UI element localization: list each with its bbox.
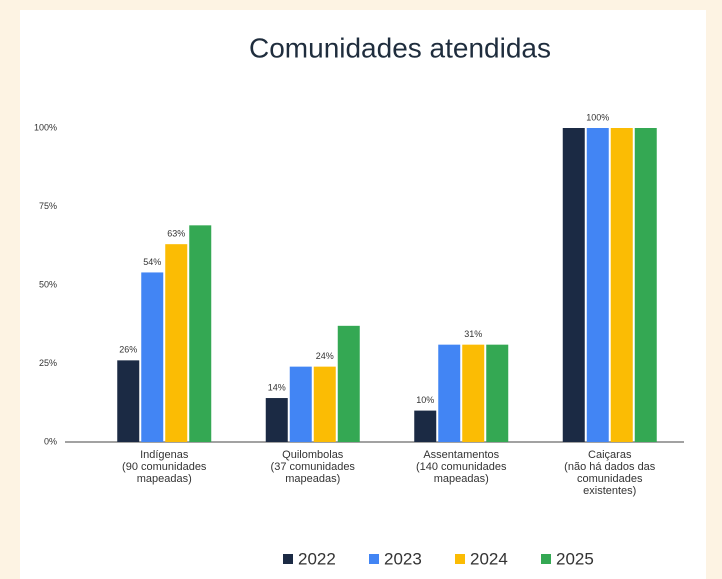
x-tick-line: (37 comunidades <box>271 461 356 473</box>
x-tick-line: existentes) <box>583 485 636 497</box>
bar <box>438 344 461 442</box>
x-tick-line: Assentamentos <box>423 449 499 461</box>
bar <box>634 128 657 442</box>
data-label: 31% <box>464 329 482 339</box>
legend-label: 2022 <box>298 549 336 568</box>
bar <box>414 410 437 442</box>
x-tick-label: Assentamentos (140 comunidades mapeadas) <box>416 449 507 485</box>
bar <box>165 244 188 442</box>
data-label: 26% <box>119 345 137 355</box>
x-tick-line: (não há dados das <box>564 461 656 473</box>
data-label: 100% <box>586 112 609 122</box>
legend-label: 2023 <box>384 549 422 568</box>
x-tick-line: Quilombolas <box>282 449 344 461</box>
legend-label: 2024 <box>470 549 508 568</box>
chart-title: Comunidades atendidas <box>249 32 551 63</box>
bar <box>486 344 509 442</box>
x-tick-label: Indígenas (90 comunidades mapeadas) <box>122 449 207 485</box>
data-label: 24% <box>316 351 334 361</box>
x-tick-label: Caiçaras (não há dados das comunidades exis… <box>564 449 656 497</box>
bar <box>141 272 164 442</box>
x-tick-line: Caiçaras <box>588 449 632 461</box>
x-tick-line: (90 comunidades <box>122 461 207 473</box>
x-tick-line: comunidades <box>577 473 643 485</box>
data-label: 63% <box>167 229 185 239</box>
bar <box>562 128 585 442</box>
y-tick-label: 0% <box>44 436 57 446</box>
legend-label: 2025 <box>556 549 594 568</box>
legend-swatch <box>455 554 465 564</box>
x-tick-line: mapeadas) <box>137 473 192 485</box>
x-tick-line: Indígenas <box>140 449 189 461</box>
legend-swatch <box>541 554 551 564</box>
x-tick-line: mapeadas) <box>434 473 489 485</box>
y-tick-label: 50% <box>39 279 57 289</box>
data-label: 54% <box>143 257 161 267</box>
bar <box>462 344 485 442</box>
data-label: 14% <box>268 382 286 392</box>
bar <box>586 128 609 442</box>
y-tick-label: 100% <box>34 122 57 132</box>
bar <box>117 360 140 442</box>
x-tick-line: (140 comunidades <box>416 461 507 473</box>
y-tick-label: 75% <box>39 201 57 211</box>
bar <box>610 128 633 442</box>
x-tick-line: mapeadas) <box>285 473 340 485</box>
bar <box>313 366 336 442</box>
legend-swatch <box>283 554 293 564</box>
bar <box>289 366 312 442</box>
legend-swatch <box>369 554 379 564</box>
bar <box>265 398 288 442</box>
data-label: 10% <box>416 395 434 405</box>
bar <box>337 325 360 442</box>
x-tick-label: Quilombolas (37 comunidades mapeadas) <box>271 449 356 485</box>
bar <box>189 225 212 442</box>
y-tick-label: 25% <box>39 358 57 368</box>
